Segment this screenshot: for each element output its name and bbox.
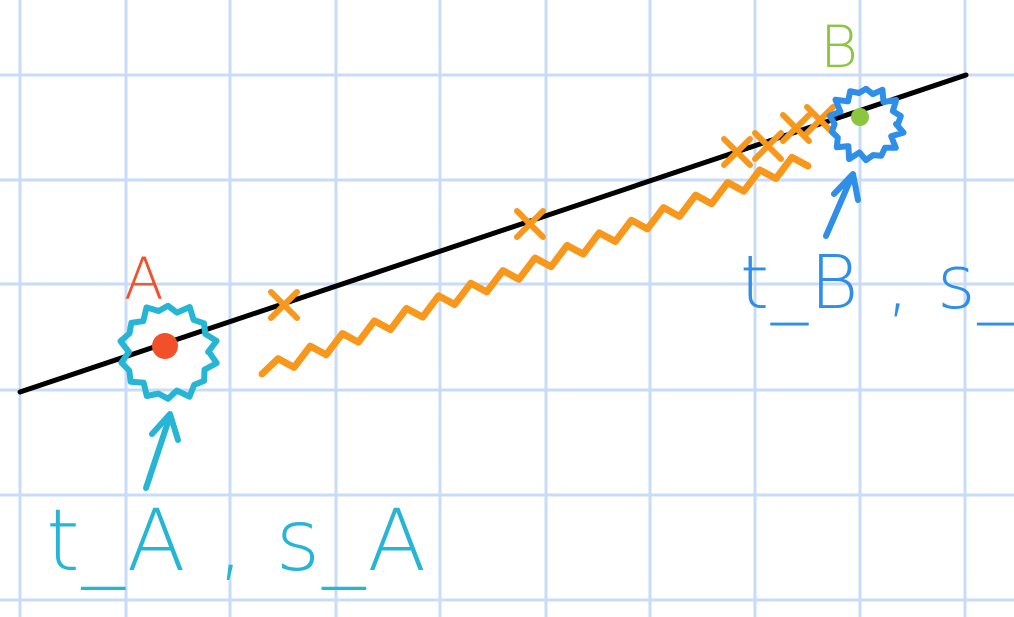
point-a-annotation: t_A , s_A	[46, 491, 429, 591]
point-a-dot	[152, 333, 178, 359]
point-b-dot	[851, 108, 869, 126]
point-b-annotation: t_B , s_B	[740, 240, 1014, 326]
x-marker	[804, 104, 836, 136]
arrow-a-icon	[143, 411, 181, 491]
point-b-label: B	[820, 13, 858, 81]
uncertainty-circle-b	[826, 85, 907, 164]
x-marker	[780, 112, 812, 144]
x-marker	[268, 289, 300, 321]
point-a-label: A	[124, 245, 164, 313]
x-marker	[721, 136, 753, 168]
uncertainty-circle-a	[117, 302, 220, 402]
zigzag-path	[258, 153, 812, 378]
x-marker	[752, 130, 784, 162]
x-marker	[514, 208, 546, 240]
x-markers	[268, 104, 836, 321]
arrow-b-icon	[823, 171, 861, 239]
